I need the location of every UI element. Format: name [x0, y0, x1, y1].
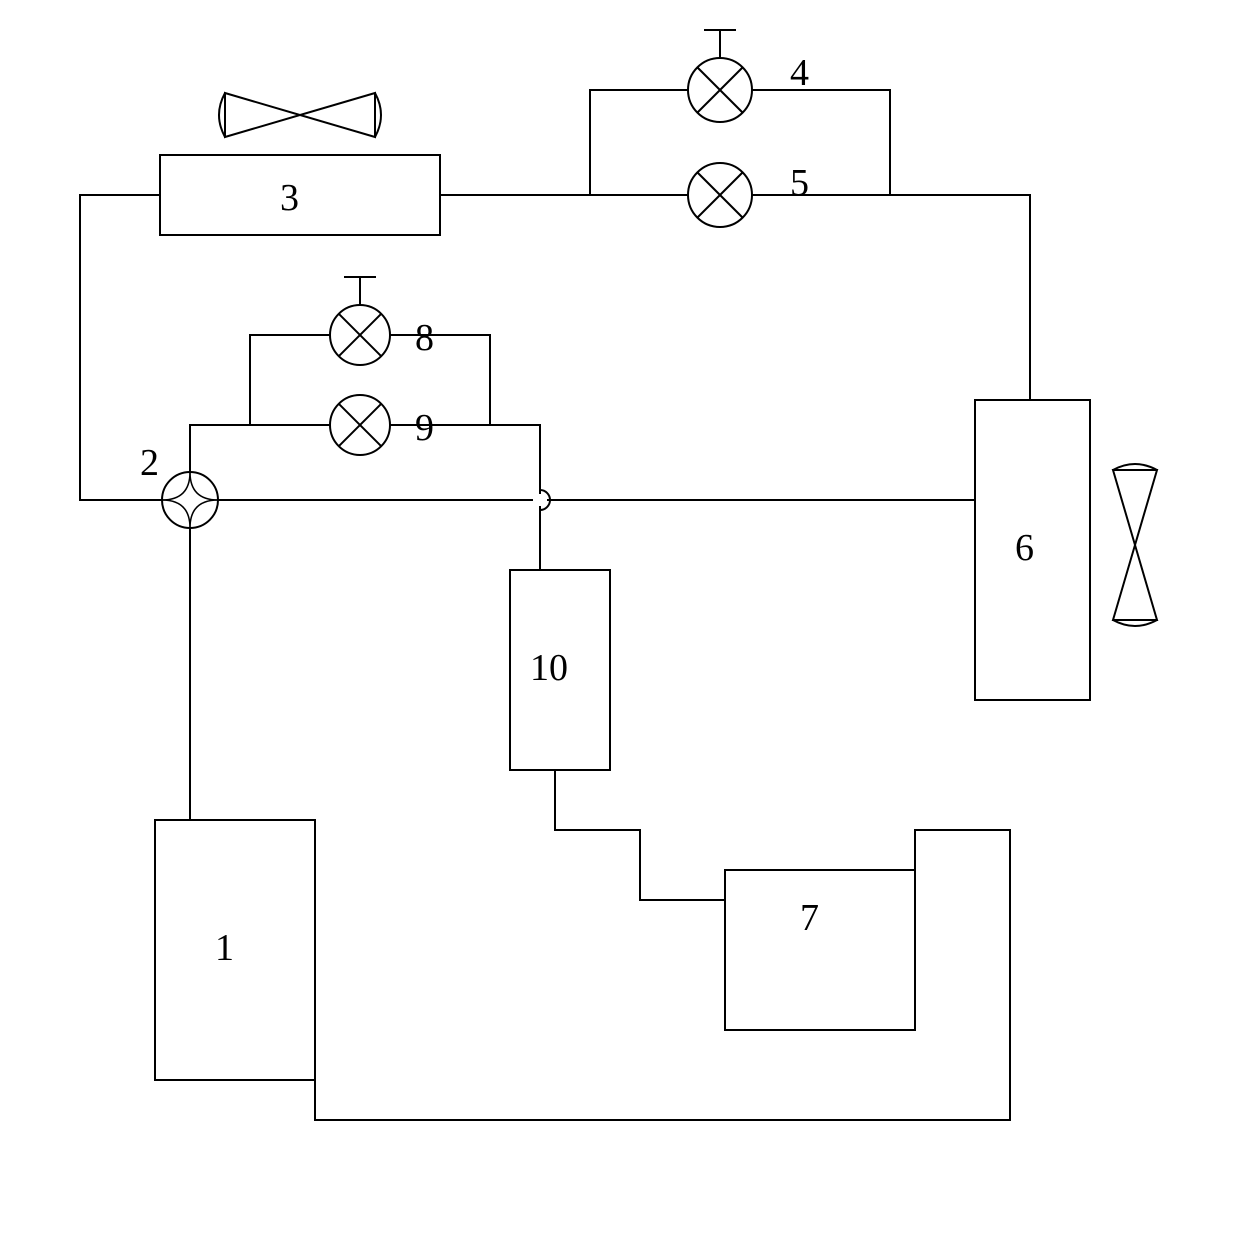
- valve-v8: [330, 277, 390, 365]
- component-label-b1: 1: [215, 927, 234, 969]
- valve-v9: [330, 395, 390, 455]
- valve-label-v5: 5: [790, 162, 809, 204]
- component-box-b7: [725, 870, 915, 1030]
- pipe-l_v9_right: [390, 425, 540, 570]
- valve-label-v9: 9: [415, 407, 434, 449]
- pipe-l_v4_branch_left: [590, 90, 688, 195]
- fan-f6: [1113, 464, 1157, 626]
- pipe-l_7_to_10: [555, 770, 725, 900]
- pipe-l_v4_branch_right: [752, 90, 890, 195]
- valve-label-v8: 8: [415, 317, 434, 359]
- component-box-b3: [160, 155, 440, 235]
- pipe-cross-gap: [533, 494, 547, 506]
- fan-f3: [219, 93, 381, 137]
- pipe-l_v8_branch_left: [250, 335, 330, 425]
- valve-label-v4: 4: [790, 52, 809, 94]
- pipe-l_4way_up_to_v9: [190, 425, 330, 472]
- valve-v5: [688, 163, 752, 227]
- pipe-l_v8_branch_right: [390, 335, 490, 425]
- component-label-b6: 6: [1015, 527, 1034, 569]
- pipe-l_v5_right: [752, 195, 1030, 400]
- valve-v4: [688, 30, 752, 122]
- four-way-valve: [162, 472, 218, 528]
- component-label-b3: 3: [280, 177, 299, 219]
- component-box-b1: [155, 820, 315, 1080]
- component-label-b7: 7: [800, 897, 819, 939]
- four-way-label: 2: [140, 442, 159, 484]
- component-label-b10: 10: [530, 647, 568, 689]
